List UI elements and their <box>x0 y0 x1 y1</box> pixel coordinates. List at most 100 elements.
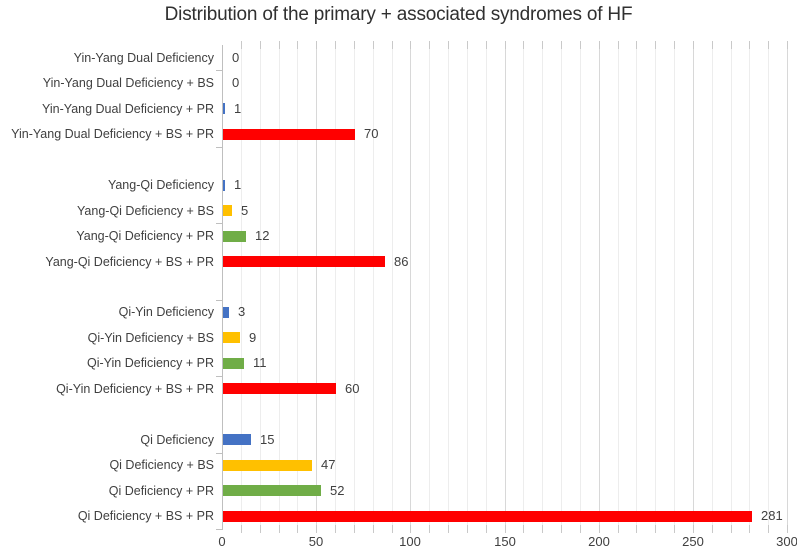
gridline <box>598 45 600 529</box>
axis-minor-tick <box>579 41 581 49</box>
gridline <box>259 45 261 529</box>
axis-minor-tick <box>278 41 280 49</box>
category-label: Yin-Yang Dual Deficiency + BS <box>42 76 214 90</box>
value-label: 12 <box>255 228 270 243</box>
axis-minor-tick <box>636 41 638 49</box>
value-label: 3 <box>238 304 246 319</box>
axis-minor-tick <box>448 525 449 533</box>
gridline <box>768 45 770 529</box>
bar <box>223 231 246 242</box>
axis-minor-tick <box>391 525 393 533</box>
bar <box>223 434 251 445</box>
axis-minor-tick <box>523 525 525 533</box>
category-axis-tick <box>216 223 223 224</box>
axis-minor-tick <box>259 41 261 49</box>
category-label: Yin-Yang Dual Deficiency <box>73 51 214 65</box>
bar <box>223 129 355 140</box>
axis-minor-tick <box>711 525 713 533</box>
axis-minor-tick <box>674 41 675 49</box>
gridline <box>485 45 487 529</box>
axis-minor-tick <box>674 525 675 533</box>
gridline <box>278 45 280 529</box>
axis-minor-tick <box>542 41 544 49</box>
axis-minor-tick <box>485 525 487 533</box>
category-label: Qi-Yin Deficiency + BS + PR <box>56 382 214 396</box>
category-axis-tick <box>216 70 223 71</box>
x-axis-tick-label: 150 <box>494 534 516 549</box>
axis-minor-tick <box>768 525 770 533</box>
axis-minor-tick <box>692 41 694 49</box>
bar <box>223 332 240 343</box>
category-label: Qi-Yin Deficiency <box>118 305 214 319</box>
axis-minor-tick <box>787 525 788 533</box>
bar <box>223 103 225 114</box>
axis-minor-tick <box>730 41 732 49</box>
gridline <box>749 45 751 529</box>
x-axis-tick-label: 100 <box>399 534 421 549</box>
category-label: Yang-Qi Deficiency + BS + PR <box>45 255 214 269</box>
value-label: 9 <box>249 330 257 345</box>
category-label: Qi-Yin Deficiency + PR <box>86 356 214 370</box>
axis-minor-tick <box>240 41 242 49</box>
category-axis-tick <box>216 300 223 301</box>
category-label: Qi Deficiency <box>140 433 214 447</box>
axis-minor-tick <box>749 525 751 533</box>
bar <box>223 460 312 471</box>
gridline <box>787 45 788 529</box>
x-axis-tick-label: 0 <box>218 534 226 549</box>
value-label: 0 <box>232 50 240 65</box>
axis-minor-tick <box>335 41 336 49</box>
axis-minor-tick <box>466 525 468 533</box>
value-label: 86 <box>394 254 409 269</box>
axis-minor-tick <box>316 525 318 533</box>
gridline <box>240 45 242 529</box>
axis-minor-tick <box>372 41 374 49</box>
value-label: 1 <box>234 177 242 192</box>
gridline <box>391 45 393 529</box>
bar <box>223 511 752 522</box>
axis-minor-tick <box>598 525 600 533</box>
x-axis-tick-label: 250 <box>682 534 704 549</box>
bar <box>223 383 336 394</box>
axis-minor-tick <box>278 525 280 533</box>
axis-minor-tick <box>749 41 751 49</box>
axis-minor-tick <box>372 525 374 533</box>
category-axis-tick <box>216 376 223 377</box>
bar <box>223 485 321 496</box>
value-label: 1 <box>234 101 242 116</box>
axis-minor-tick <box>448 41 449 49</box>
value-label: 47 <box>321 457 336 472</box>
axis-minor-tick <box>655 525 657 533</box>
gridline <box>655 45 657 529</box>
value-label: 60 <box>345 381 360 396</box>
axis-minor-tick <box>466 41 468 49</box>
axis-minor-tick <box>787 41 788 49</box>
axis-minor-tick <box>353 525 355 533</box>
x-axis-tick-label: 200 <box>588 534 610 549</box>
bar <box>223 180 225 191</box>
axis-minor-tick <box>316 41 318 49</box>
gridline <box>579 45 581 529</box>
category-label: Qi Deficiency + PR <box>108 484 214 498</box>
axis-minor-tick <box>297 41 299 49</box>
gridline <box>466 45 468 529</box>
value-label: 70 <box>364 126 379 141</box>
gridline <box>297 45 299 529</box>
axis-minor-tick <box>410 525 412 533</box>
axis-minor-tick <box>598 41 600 49</box>
axis-minor-tick <box>259 525 261 533</box>
axis-minor-tick <box>711 41 713 49</box>
x-axis-tick-label: 50 <box>308 534 324 549</box>
value-label: 5 <box>241 203 249 218</box>
axis-minor-tick <box>768 41 770 49</box>
bar <box>223 307 229 318</box>
category-label: Qi Deficiency + BS <box>109 458 214 472</box>
gridline <box>730 45 732 529</box>
axis-minor-tick <box>561 41 562 49</box>
axis-minor-tick <box>353 41 355 49</box>
gridline <box>542 45 544 529</box>
bar <box>223 256 385 267</box>
axis-minor-tick <box>579 525 581 533</box>
bar <box>223 205 232 216</box>
